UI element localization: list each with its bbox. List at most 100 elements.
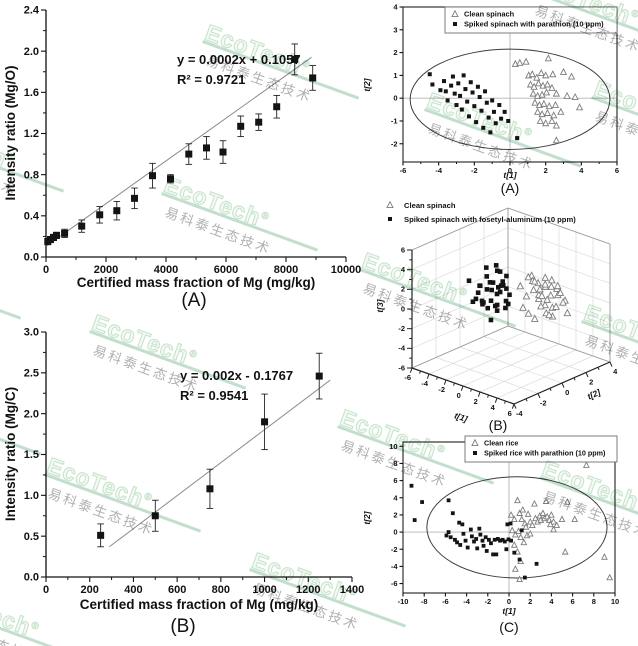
axes-frame [411, 207, 611, 405]
data-point-square [495, 537, 500, 541]
pca3d-spinach-fosetyl-svg: -6 -4 -2 0 2 4 6 -4 -2 0 2 4 -6 -4 -2 0 2 4 6 t[1] t[2] t[3] C… [375, 200, 618, 433]
data-point-square [505, 522, 510, 527]
legend-label: Clean rice [484, 439, 518, 448]
data-point-triangle [533, 73, 541, 81]
data-point-square [219, 148, 227, 156]
legend-square-icon [388, 217, 392, 221]
y-axis-title: t[2] [362, 510, 372, 524]
data-point-square [484, 265, 489, 270]
data-point-triangle [543, 108, 552, 116]
x-tick-label: 400 [124, 584, 142, 596]
data-point-square [504, 273, 509, 279]
data-point-triangle [524, 272, 533, 281]
z-tick-label: -4 [398, 344, 405, 353]
legend-square-icon [453, 22, 457, 26]
x-axis-title: t[1] [502, 606, 516, 616]
data-point-square [503, 305, 508, 311]
y-tick-label: 0 [393, 94, 397, 103]
data-point-square [466, 114, 471, 119]
floor-back-edge [411, 325, 509, 369]
data-point-square [484, 100, 489, 105]
data-point-square [496, 285, 501, 290]
data-point-square [97, 531, 105, 539]
data-point-square [412, 518, 417, 522]
data-point-square [445, 98, 450, 103]
data-point-triangle [511, 530, 519, 538]
y-tick [597, 367, 600, 371]
y-tick-label: 0 [393, 528, 397, 537]
data-point-triangle [541, 280, 550, 288]
y-tick-label: 1.0 [24, 490, 39, 502]
x-tick-label: 2 [528, 597, 532, 606]
data-point-square [149, 172, 156, 180]
y-tick [525, 398, 528, 402]
y-tick-label: 0.5 [24, 531, 39, 543]
x-tick-label: 2 [544, 166, 548, 175]
data-point-square [481, 543, 486, 548]
data-point-triangle [510, 515, 518, 522]
data-point-triangle [552, 136, 561, 144]
data-point-square [454, 103, 459, 108]
data-point-square [463, 538, 468, 543]
data-point-square [474, 120, 479, 125]
x-axis-title: t[1] [503, 170, 517, 180]
x-tick-label: 10 [611, 597, 619, 606]
data-point-square [502, 539, 507, 544]
y-tick-label: 10 [389, 442, 397, 451]
x-tick-label: 4000 [154, 264, 178, 276]
data-point-triangle [542, 71, 550, 79]
data-point-square [493, 121, 498, 126]
data-point-triangle [516, 575, 524, 583]
calib-mg-c-svg: 0 200 400 600 800 1000 1200 1400 0.0 0.5 1.0 1.5 2.0… [3, 327, 364, 637]
x-tick [504, 400, 506, 404]
data-point-square [507, 292, 512, 298]
data-point-triangle [549, 70, 557, 78]
data-point-square [61, 229, 69, 237]
data-point-triangle [541, 300, 549, 309]
data-point-square [494, 308, 500, 313]
data-point-square [468, 527, 473, 532]
x-tick-label: 800 [212, 584, 230, 596]
data-point-triangle [546, 291, 555, 299]
y-axis-title: t[2] [362, 77, 372, 91]
data-point-square [458, 543, 463, 547]
data-point-triangle [547, 275, 556, 284]
data-point-triangle [516, 58, 524, 66]
data-point-triangle [563, 498, 571, 505]
x-tick-label: -4 [435, 166, 442, 175]
data-point-triangle [539, 509, 547, 516]
data-point-triangle [563, 308, 572, 317]
y-tick-label: 2.4 [24, 5, 40, 17]
data-point-triangle [520, 538, 528, 546]
data-point-square [487, 280, 493, 285]
data-point-square [484, 549, 489, 553]
data-point-square [457, 520, 462, 525]
pca-3d-score-plot-spinach-fosetyl: -6 -4 -2 0 2 4 6 -4 -2 0 2 4 -6 -4 -2 0 2 4 6 t[1] t[2] t[3] C… [362, 196, 638, 438]
top-edge [411, 207, 509, 251]
data-point-square [523, 575, 527, 580]
x-tick-label: -2 [484, 597, 491, 606]
pca-score-plot-spinach-parathion: -6 -4 -2 0 2 4 6 -2 -1 0 1 2 3 4 t[1] t[2] (A) Clean spin… [362, 0, 638, 200]
y-tick [561, 382, 565, 388]
data-point-triangle [526, 529, 534, 537]
panel-caption: (A) [501, 180, 520, 196]
y-tick [609, 361, 613, 367]
data-point-triangle [571, 515, 579, 522]
x-tick-label: 1200 [296, 584, 320, 596]
data-point-square [273, 103, 281, 111]
y-tick [585, 372, 589, 378]
data-point-square [461, 531, 466, 536]
data-point-triangle [571, 92, 579, 100]
data-point-square [449, 83, 454, 88]
data-points [409, 461, 614, 583]
y-tick-label: 2.0 [24, 46, 39, 58]
data-point-square [488, 317, 494, 323]
data-point-square [463, 87, 468, 92]
x-tick [426, 373, 430, 379]
calibration-chart-mg-o: 0 2000 4000 6000 8000 10000 0.0 0.4 0.8 1.2 1.6 2.0… [0, 0, 378, 318]
data-point-square [151, 512, 159, 520]
legend-triangle-icon [451, 9, 459, 18]
